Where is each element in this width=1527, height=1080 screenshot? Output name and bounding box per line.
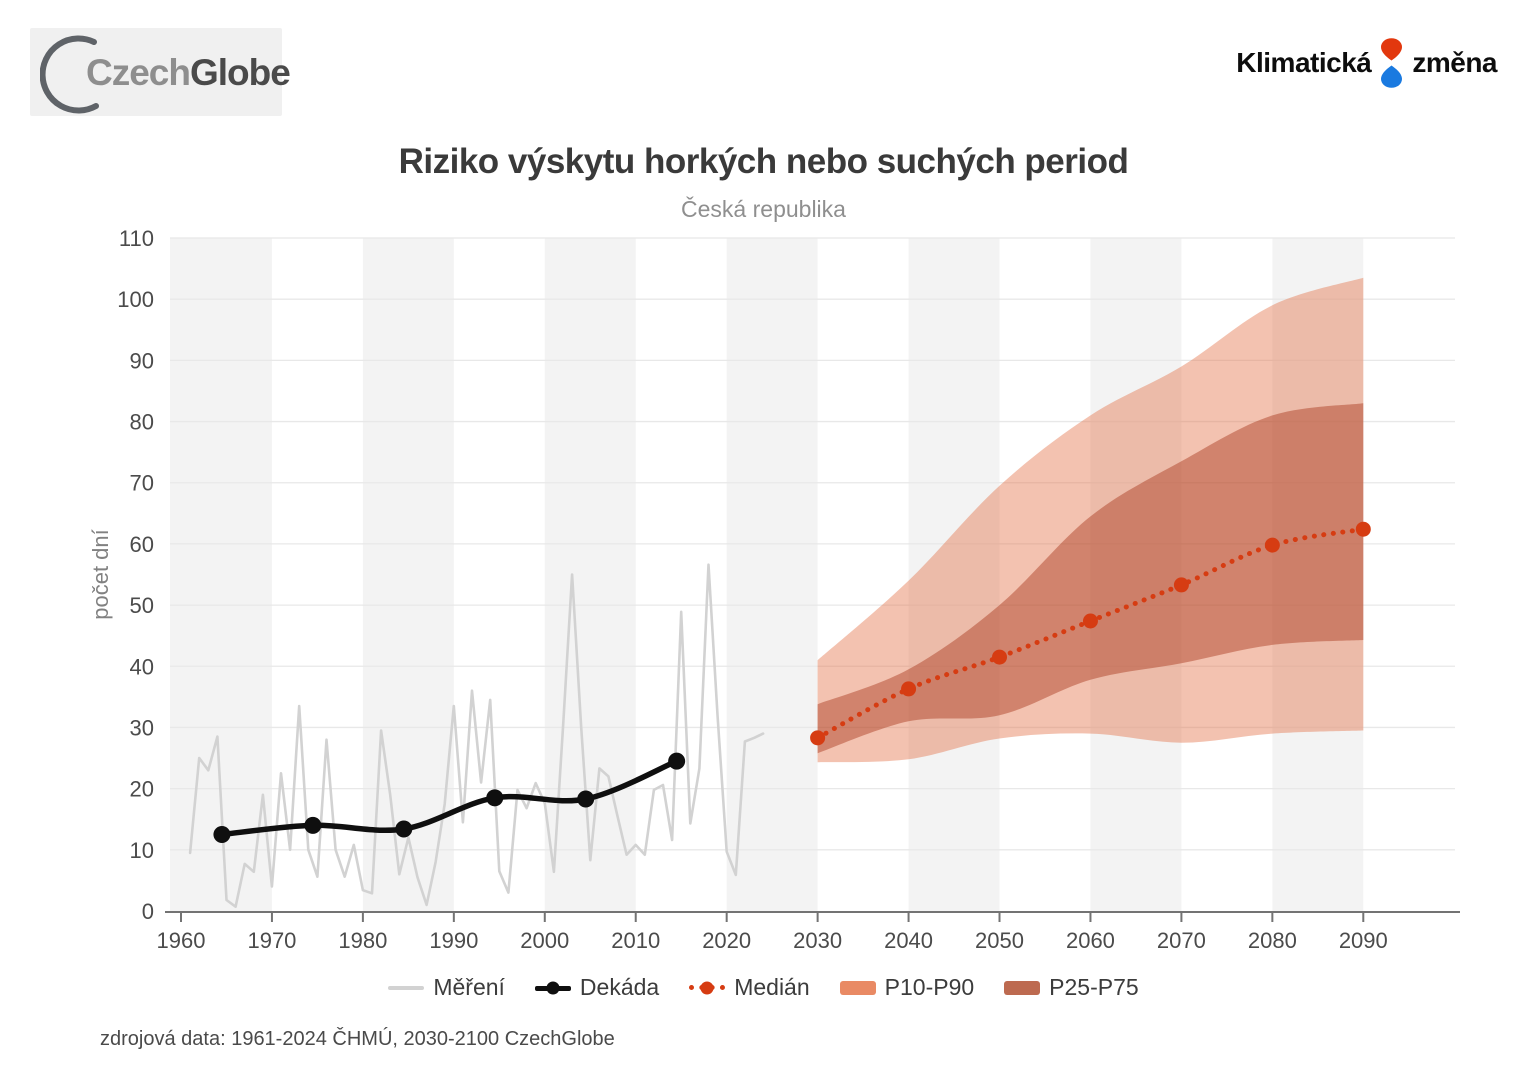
decade-point [304, 816, 322, 834]
x-tick-label: 2020 [702, 928, 751, 953]
x-tick-label: 2010 [611, 928, 660, 953]
band-p10-p90 [817, 277, 1364, 763]
czechglobe-text-czech: Czech [86, 52, 191, 93]
legend-item-mereni: Měření [388, 974, 505, 1001]
x-tick-label: 2070 [1157, 928, 1206, 953]
x-tick-label: 2060 [1066, 928, 1115, 953]
median-point [1173, 577, 1189, 593]
y-tick-label: 10 [130, 838, 154, 863]
decade-point [213, 826, 231, 844]
x-tick-label: 2090 [1339, 928, 1388, 953]
legend-label: Měření [433, 974, 505, 1000]
y-tick-label: 0 [142, 899, 154, 924]
klimaticka-word: Klimatická [1236, 47, 1372, 78]
measurement-line-swatch [388, 980, 425, 996]
median-point [1264, 537, 1280, 553]
median-point [901, 681, 917, 697]
legend-label: P10-P90 [884, 974, 975, 1000]
background-stripe [1090, 238, 1182, 911]
decade-line-swatch [534, 980, 571, 996]
median-point [810, 730, 826, 746]
band-p25-p75 [817, 403, 1364, 754]
legend-item-p25-p75: P25-P75 [1004, 974, 1139, 1001]
y-tick-label: 90 [130, 348, 154, 373]
czechglobe-logo-text: CzechGlobe [86, 52, 291, 94]
x-tick-label: 1960 [157, 928, 206, 953]
legend-label: Dekáda [579, 974, 660, 1000]
median-point [992, 649, 1008, 665]
y-tick-label: 50 [130, 593, 154, 618]
y-tick-label: 110 [119, 226, 154, 251]
measurement-line [188, 563, 765, 909]
czechglobe-logo: CzechGlobe [30, 28, 291, 116]
legend-label: P25-P75 [1049, 974, 1139, 1000]
chart-legend: Měření Dekáda Medián P10-P90 P25-P75 [0, 974, 1527, 1001]
decade-point [668, 752, 686, 770]
x-tick-label: 2050 [975, 928, 1024, 953]
median-point [1355, 521, 1371, 537]
czechglobe-crescent-icon [40, 35, 99, 114]
x-tick-label: 2080 [1248, 928, 1297, 953]
decade-point [577, 790, 595, 808]
decade-line [219, 758, 680, 838]
y-tick-label: 80 [130, 410, 154, 435]
x-tick-label: 2030 [793, 928, 842, 953]
y-axis-title: počet dní [88, 529, 113, 620]
y-tick-label: 40 [130, 654, 154, 679]
zmena-word: změna [1412, 47, 1497, 78]
legend-item-p10-p90: P10-P90 [839, 974, 975, 1001]
background-stripe [1272, 238, 1364, 911]
p25-p75-band-swatch [1004, 980, 1041, 996]
median-point [1082, 613, 1098, 629]
legend-item-dekada: Dekáda [534, 974, 660, 1001]
water-drops-icon [1381, 38, 1403, 88]
decade-point [486, 789, 504, 807]
legend-item-median: Medián [689, 974, 810, 1001]
y-tick-label: 20 [130, 777, 154, 802]
y-tick-label: 100 [117, 287, 154, 312]
x-tick-label: 2000 [520, 928, 569, 953]
y-tick-label: 60 [130, 532, 154, 557]
legend-label: Medián [734, 974, 810, 1000]
chart-subtitle: Česká republika [681, 196, 846, 222]
y-tick-label: 30 [130, 715, 154, 740]
x-tick-label: 1980 [338, 928, 387, 953]
background-stripe [908, 238, 1000, 911]
y-tick-label: 70 [130, 471, 154, 496]
klimaticka-zmena-logo: Klimatická změna [1236, 38, 1497, 88]
x-tick-label: 1970 [247, 928, 296, 953]
czechglobe-text-globe: Globe [189, 52, 291, 93]
source-note: zdrojová data: 1961-2024 ČHMÚ, 2030-2100… [100, 1028, 615, 1050]
x-tick-label: 1990 [429, 928, 478, 953]
p10-p90-band-swatch [839, 980, 876, 996]
decade-point [395, 820, 413, 838]
chart-title: Riziko výskytu horkých nebo suchých peri… [398, 142, 1129, 181]
x-tick-label: 2040 [884, 928, 933, 953]
median-line-swatch [689, 980, 726, 996]
